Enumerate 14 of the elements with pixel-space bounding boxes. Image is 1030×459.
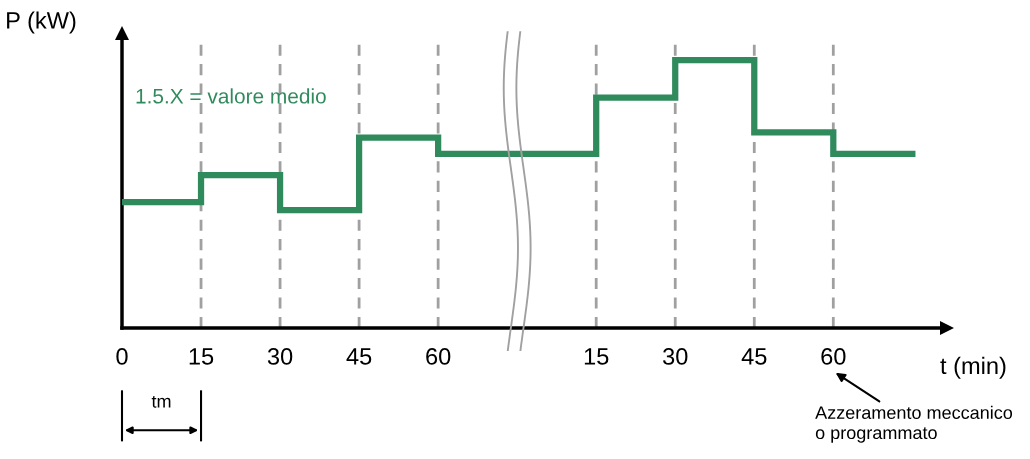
y-axis-title: P (kW) — [7, 11, 76, 34]
x-tick-label: 45 — [346, 348, 372, 365]
x-tick-label: 60 — [426, 348, 451, 365]
text: tm — [151, 395, 171, 408]
x-tick-label: 30 — [267, 348, 293, 365]
x-tick-label: 45 — [741, 348, 767, 365]
x-tick-label: 15 — [584, 348, 609, 365]
x-tick-label: 0 — [116, 348, 128, 365]
x-tick-label: 15 — [189, 348, 214, 365]
text: Azzeramento meccanico o programmato — [815, 405, 1013, 443]
x-tick-label: 60 — [821, 348, 846, 365]
x-tick-label: 30 — [663, 348, 688, 365]
x-axis-title: t (min) — [940, 356, 1006, 379]
annotation: 1.5.X = valore medio — [136, 88, 326, 104]
